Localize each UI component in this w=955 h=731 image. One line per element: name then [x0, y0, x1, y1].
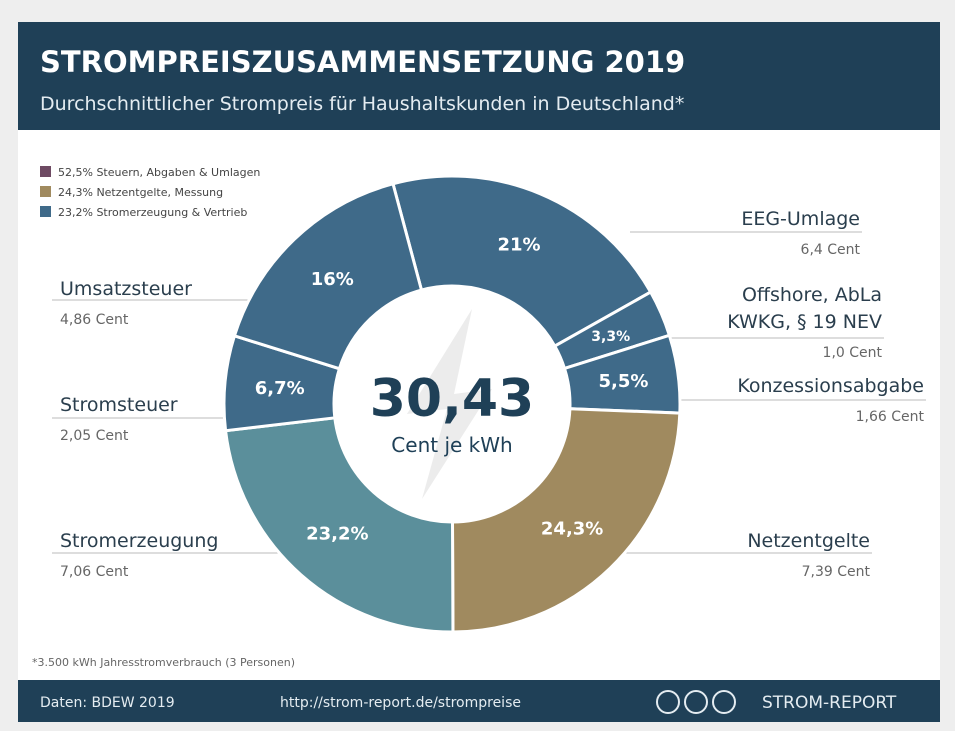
footer	[18, 680, 940, 722]
value-label: 24,3%	[541, 518, 603, 539]
category-label: Stromsteuer	[60, 394, 178, 416]
cent-label: 1,0 Cent	[822, 345, 882, 361]
bolt	[407, 309, 492, 499]
slice	[450, 407, 682, 634]
cent-label: 7,06 Cent	[60, 564, 129, 580]
legend-label: 23,2% Stromerzeugung & Vertrieb	[58, 206, 247, 219]
category-label: Netzentgelte	[747, 530, 870, 552]
category-label: Umsatzsteuer	[60, 278, 192, 300]
license-icons	[656, 690, 736, 714]
cent-label: 6,4 Cent	[800, 242, 860, 258]
legend-label: 52,5% Steuern, Abgaben & Umlagen	[58, 166, 260, 179]
value-label: 16%	[311, 269, 354, 290]
cent-label: 7,39 Cent	[801, 564, 870, 580]
value-label: 5,5%	[599, 371, 649, 392]
slice	[223, 416, 455, 634]
value-label: 21%	[497, 235, 540, 256]
legend-swatch	[40, 166, 51, 177]
header	[18, 22, 940, 130]
cent-label: 2,05 Cent	[60, 428, 129, 444]
slice	[391, 174, 653, 349]
title: STROMPREISZUSAMMENSETZUNG 2019	[40, 45, 685, 79]
slice	[232, 181, 424, 371]
cent-label: 4,86 Cent	[60, 312, 129, 328]
subtitle: Durchschnittlicher Strompreis für Hausha…	[40, 93, 684, 115]
value-label: 23,2%	[306, 524, 368, 545]
center-value: 30,43	[370, 369, 534, 429]
value-label: 6,7%	[255, 378, 305, 399]
legend-swatch	[40, 206, 51, 217]
cent-label: 1,66 Cent	[855, 409, 924, 425]
category-label: Konzessionsabgabe	[737, 375, 924, 397]
center-label: Cent je kWh	[391, 433, 512, 457]
footnote: *3.500 kWh Jahresstromverbrauch (3 Perso…	[32, 656, 295, 669]
legend-label: 24,3% Netzentgelte, Messung	[58, 186, 223, 199]
brand: STROM-REPORT	[762, 693, 897, 713]
category-label: Offshore, AbLa KWKG, § 19 NEV	[727, 284, 882, 333]
source: Daten: BDEW 2019	[40, 695, 175, 711]
category-label: EEG-Umlage	[741, 208, 860, 230]
legend-swatch	[40, 186, 51, 197]
url: http://strom-report.de/strompreise	[280, 695, 521, 711]
value-label: 3,3%	[591, 329, 630, 345]
category-label: Stromerzeugung	[60, 530, 219, 552]
